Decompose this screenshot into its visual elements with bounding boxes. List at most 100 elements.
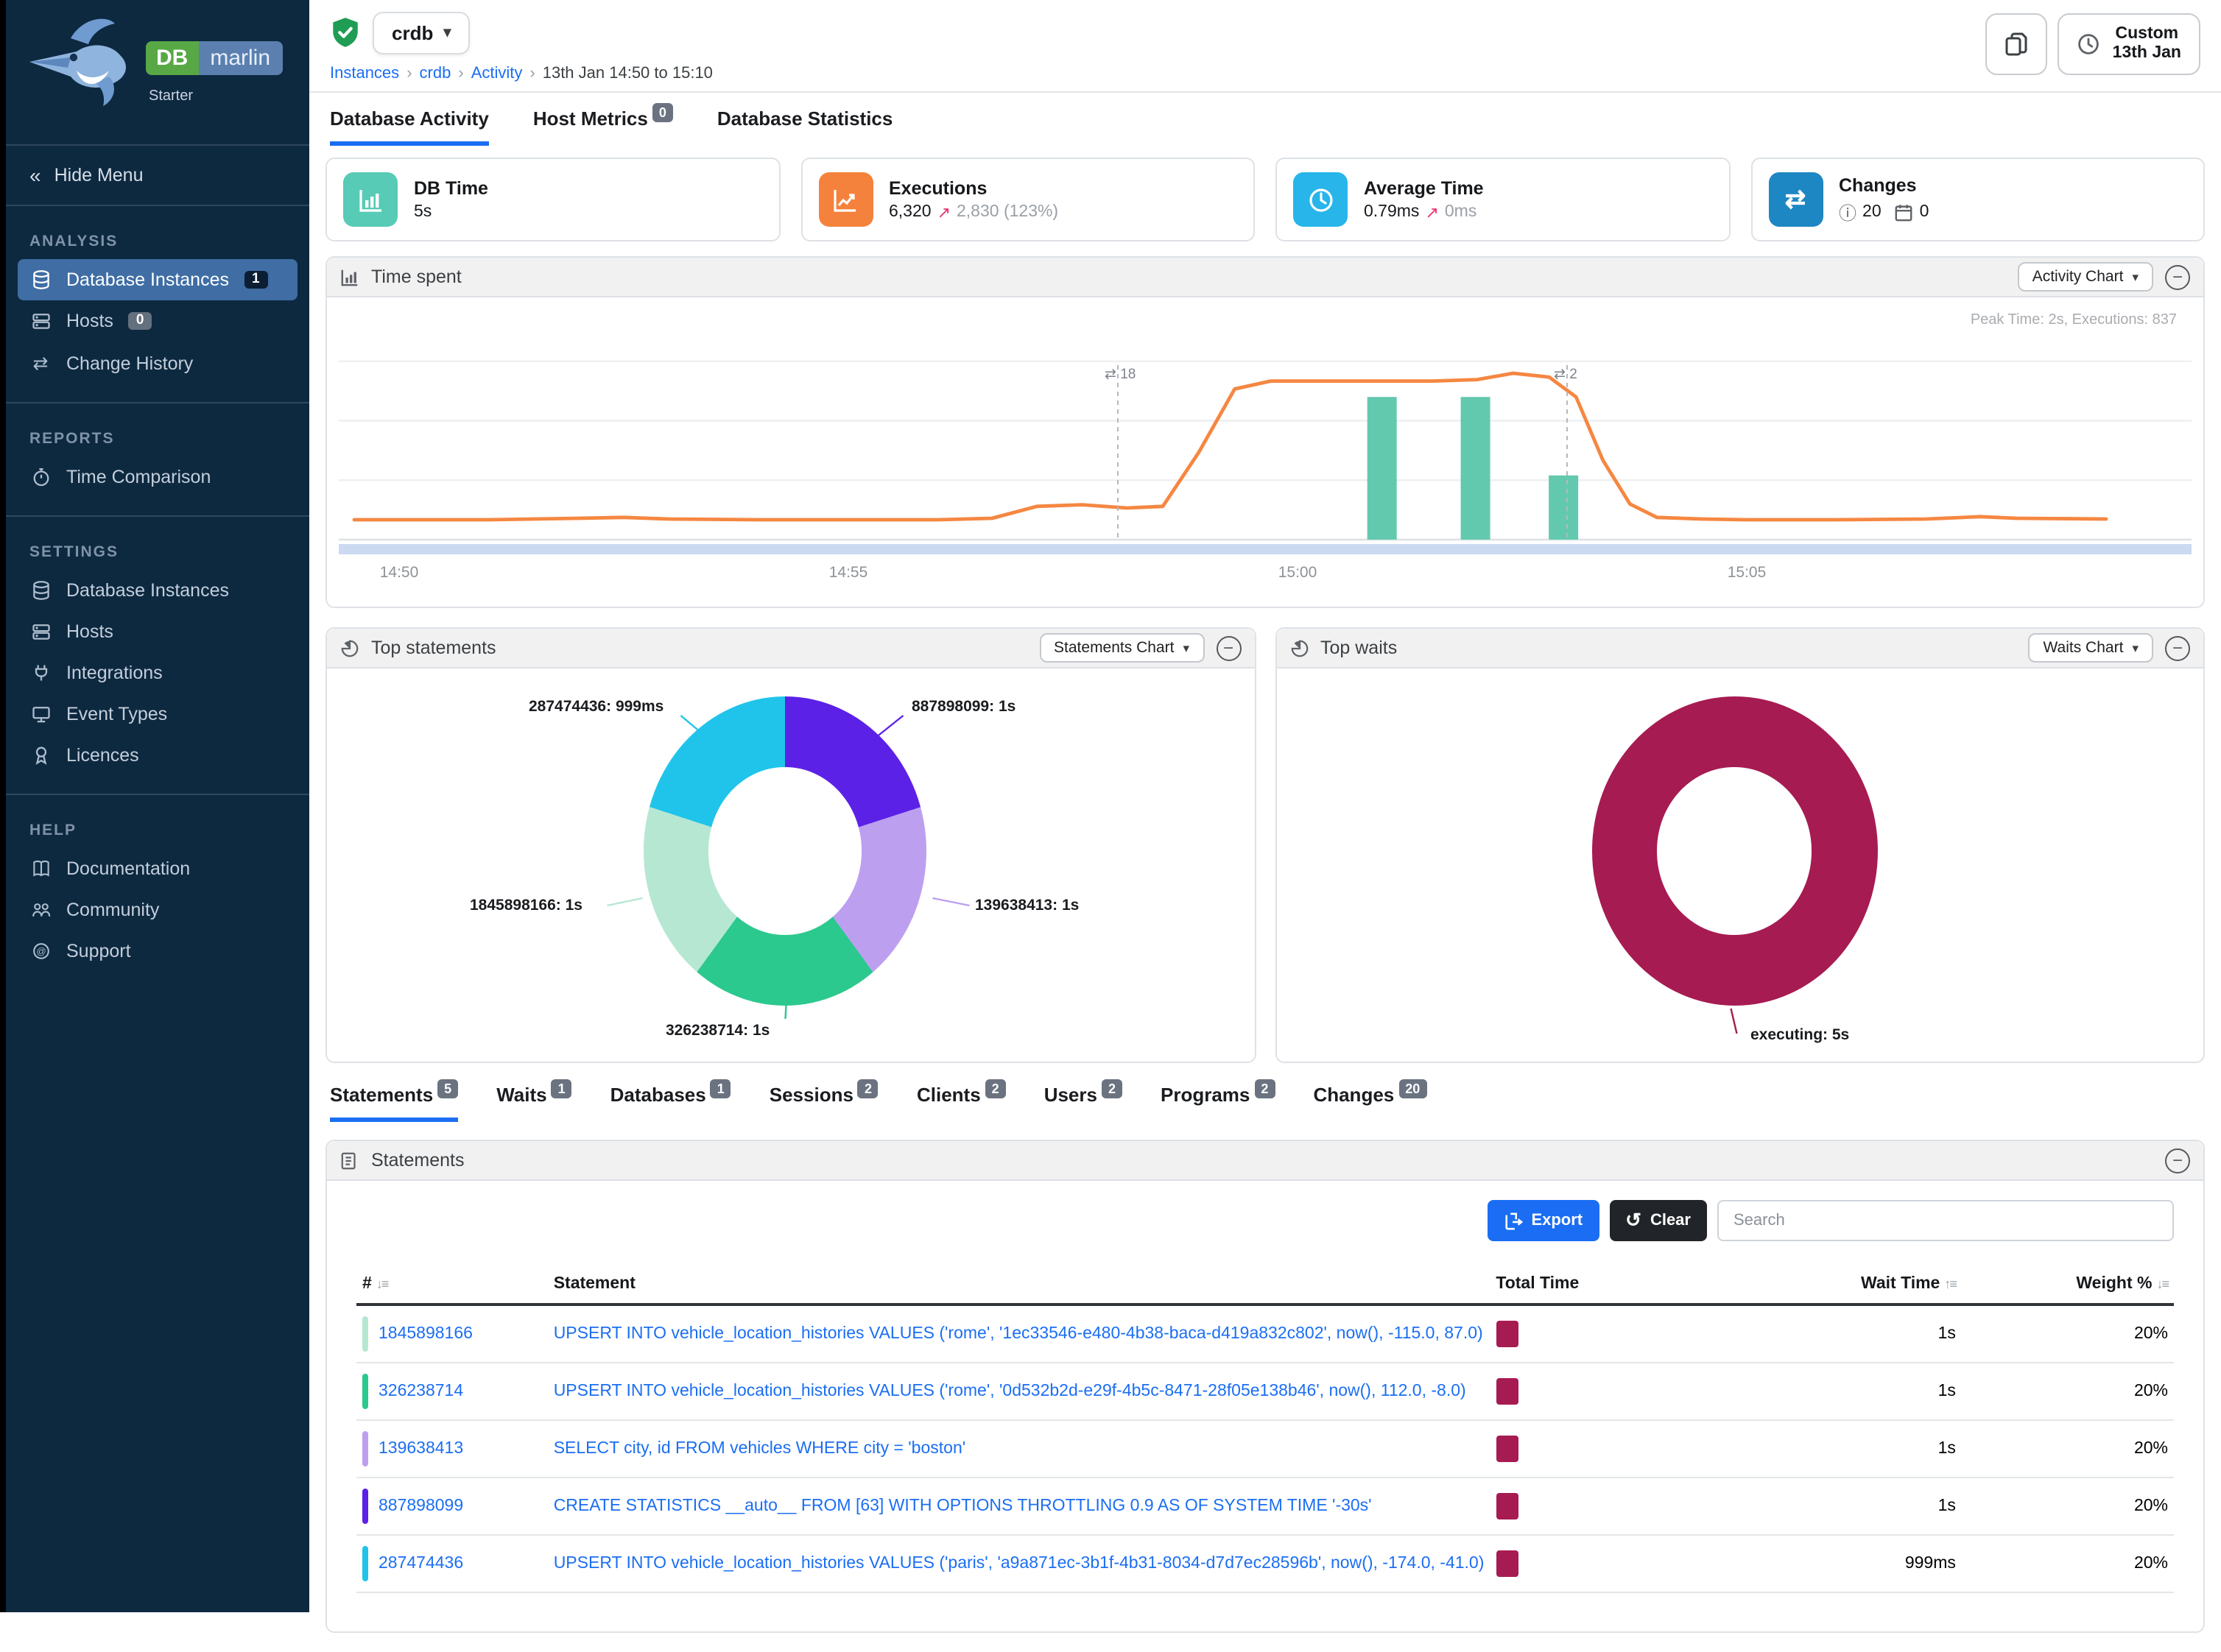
sidebar: DB marlin Starter « Hide Menu ANALYSIS D… xyxy=(0,0,309,1612)
statements-donut[interactable] xyxy=(644,696,926,1006)
tab-waits[interactable]: Waits 1 xyxy=(496,1079,572,1122)
top-statements-chart[interactable]: 287474436: 999ms 887898099: 1s 184589816… xyxy=(327,668,1254,1062)
time-range-line1: Custom xyxy=(2115,24,2179,43)
export-label: Export xyxy=(1531,1212,1583,1229)
statement-id-link[interactable]: 287474436 xyxy=(379,1555,464,1572)
sidebar-item-documentation[interactable]: Documentation xyxy=(6,848,309,889)
time-range-button[interactable]: Custom 13th Jan xyxy=(2058,13,2200,75)
breadcrumb-crdb[interactable]: crdb xyxy=(419,65,451,82)
tab-clients[interactable]: Clients 2 xyxy=(916,1079,1006,1122)
statement-color-bar xyxy=(362,1489,368,1524)
sidebar-item-settings-database-instances[interactable]: Database Instances xyxy=(6,570,309,611)
statement-id-link[interactable]: 887898099 xyxy=(379,1497,464,1515)
sidebar-item-settings-hosts[interactable]: Hosts xyxy=(6,611,309,652)
sidebar-item-event-types[interactable]: Event Types xyxy=(6,693,309,735)
hide-menu-button[interactable]: « Hide Menu xyxy=(6,146,309,205)
sidebar-item-label: Community xyxy=(66,900,160,920)
column-header-weight[interactable]: Weight % ↓≡ xyxy=(1961,1265,2174,1306)
collapse-panel-button[interactable]: − xyxy=(1216,635,1241,660)
card-db-time: DB Time 5s xyxy=(325,158,780,241)
divider xyxy=(6,402,309,403)
instance-selector-button[interactable]: crdb ▾ xyxy=(373,12,471,54)
statements-chart-selector[interactable]: Statements Chart ▾ xyxy=(1039,633,1204,663)
table-row[interactable]: 326238714 UPSERT INTO vehicle_location_h… xyxy=(356,1363,2174,1421)
metric-cards: DB Time 5s Executions 6,320 ↗ 2,830 (123… xyxy=(325,158,2205,241)
tab-label: Clients xyxy=(916,1084,981,1106)
card-executions: Executions 6,320 ↗ 2,830 (123%) xyxy=(800,158,1255,241)
sidebar-item-hosts[interactable]: Hosts 0 xyxy=(6,300,309,342)
breadcrumb-instances[interactable]: Instances xyxy=(330,65,400,82)
tab-programs[interactable]: Programs 2 xyxy=(1161,1079,1275,1122)
clear-button[interactable]: ↺ Clear xyxy=(1609,1200,1707,1241)
brand-db: DB xyxy=(146,41,199,75)
collapse-panel-button[interactable]: − xyxy=(2165,1148,2190,1173)
sidebar-item-integrations[interactable]: Integrations xyxy=(6,652,309,693)
calendar-icon xyxy=(1896,204,1913,221)
tab-label: Databases xyxy=(610,1084,706,1106)
sidebar-item-label: Documentation xyxy=(66,858,191,879)
tab-sessions[interactable]: Sessions 2 xyxy=(770,1079,879,1122)
card-value: 6,320 xyxy=(889,203,932,221)
collapse-panel-button[interactable]: − xyxy=(2165,635,2190,660)
main-area: crdb ▾ Instances › crdb › Activity › 13t… xyxy=(309,0,2221,1633)
topbar-actions: Custom 13th Jan xyxy=(1985,13,2200,75)
sidebar-item-support[interactable]: @ Support xyxy=(6,931,309,972)
sidebar-item-database-instances[interactable]: Database Instances 1 xyxy=(18,259,298,300)
statement-link[interactable]: CREATE STATISTICS __auto__ FROM [63] WIT… xyxy=(553,1497,1372,1515)
tab-database-activity[interactable]: Database Activity xyxy=(330,107,489,146)
top-waits-chart[interactable]: executing: 5s xyxy=(1276,668,2203,1062)
tab-databases[interactable]: Databases 1 xyxy=(610,1079,731,1122)
statement-link[interactable]: SELECT city, id FROM vehicles WHERE city… xyxy=(553,1440,966,1458)
export-button[interactable]: Export xyxy=(1487,1200,1599,1241)
statement-id-link[interactable]: 1845898166 xyxy=(379,1325,473,1343)
swap-glyph: ⇄ xyxy=(1784,185,1806,213)
activity-chart-selector[interactable]: Activity Chart ▾ xyxy=(2017,262,2153,292)
dbmarlin-logo[interactable]: DB marlin Starter xyxy=(6,0,309,144)
waits-chart-selector[interactable]: Waits Chart ▾ xyxy=(2028,633,2153,663)
card-body: Changes ⓘ 20 0 xyxy=(1839,174,1929,225)
statement-link[interactable]: UPSERT INTO vehicle_location_histories V… xyxy=(553,1325,1483,1343)
waits-donut[interactable] xyxy=(1591,696,1877,1006)
tab-host-metrics[interactable]: Host Metrics 0 xyxy=(533,102,673,146)
tab-users[interactable]: Users 2 xyxy=(1044,1079,1122,1122)
table-row[interactable]: 887898099 CREATE STATISTICS __auto__ FRO… xyxy=(356,1478,2174,1536)
table-row[interactable]: 287474436 UPSERT INTO vehicle_location_h… xyxy=(356,1535,2174,1593)
statement-color-bar xyxy=(362,1374,368,1409)
donut-label: 139638413: 1s xyxy=(975,897,1080,914)
topbar: crdb ▾ Instances › crdb › Activity › 13t… xyxy=(309,0,2221,93)
search-input[interactable] xyxy=(1717,1200,2174,1241)
list-icon xyxy=(340,1151,359,1170)
tab-changes[interactable]: Changes 20 xyxy=(1313,1079,1427,1122)
bar-chart-icon xyxy=(343,172,398,227)
column-header-statement[interactable]: Statement xyxy=(547,1265,1490,1306)
sidebar-item-change-history[interactable]: ⇄ Change History xyxy=(6,342,309,384)
chart-selector-label: Waits Chart xyxy=(2043,639,2124,657)
tab-badge: 0 xyxy=(652,102,673,121)
total-time-bar xyxy=(1496,1550,1518,1577)
breadcrumb-activity[interactable]: Activity xyxy=(471,65,523,82)
copy-link-button[interactable] xyxy=(1985,13,2048,75)
table-row[interactable]: 139638413 SELECT city, id FROM vehicles … xyxy=(356,1420,2174,1478)
tab-database-statistics[interactable]: Database Statistics xyxy=(717,107,893,146)
sidebar-item-label: Support xyxy=(66,941,131,961)
column-header-total-time[interactable]: Total Time xyxy=(1490,1265,1737,1306)
statement-id-link[interactable]: 139638413 xyxy=(379,1440,464,1458)
sidebar-item-community[interactable]: Community xyxy=(6,889,309,931)
time-spent-chart[interactable]: Peak Time: 2s, Executions: 837 ⇄ 18 ⇄ 2 14… xyxy=(327,297,2203,607)
sidebar-item-licences[interactable]: Licences xyxy=(6,735,309,776)
panel-title: Top waits xyxy=(1320,638,1398,658)
collapse-panel-button[interactable]: − xyxy=(2165,264,2190,289)
tab-statements[interactable]: Statements 5 xyxy=(330,1079,459,1122)
tab-badge: 2 xyxy=(985,1079,1006,1098)
column-header-num[interactable]: # ↓≡ xyxy=(356,1265,548,1306)
tab-badge: 1 xyxy=(551,1079,572,1098)
plug-icon xyxy=(29,663,52,683)
statement-link[interactable]: UPSERT INTO vehicle_location_histories V… xyxy=(553,1555,1485,1572)
statement-link[interactable]: UPSERT INTO vehicle_location_histories V… xyxy=(553,1383,1466,1400)
sidebar-item-time-comparison[interactable]: Time Comparison xyxy=(6,456,309,498)
minus-icon: − xyxy=(2172,638,2183,658)
column-header-wait-time[interactable]: Wait Time ↑≡ xyxy=(1736,1265,1962,1306)
table-row[interactable]: 1845898166 UPSERT INTO vehicle_location_… xyxy=(356,1305,2174,1363)
time-spent-panel: Time spent Activity Chart ▾ − Peak Time:… xyxy=(325,256,2205,608)
statement-id-link[interactable]: 326238714 xyxy=(379,1383,464,1400)
